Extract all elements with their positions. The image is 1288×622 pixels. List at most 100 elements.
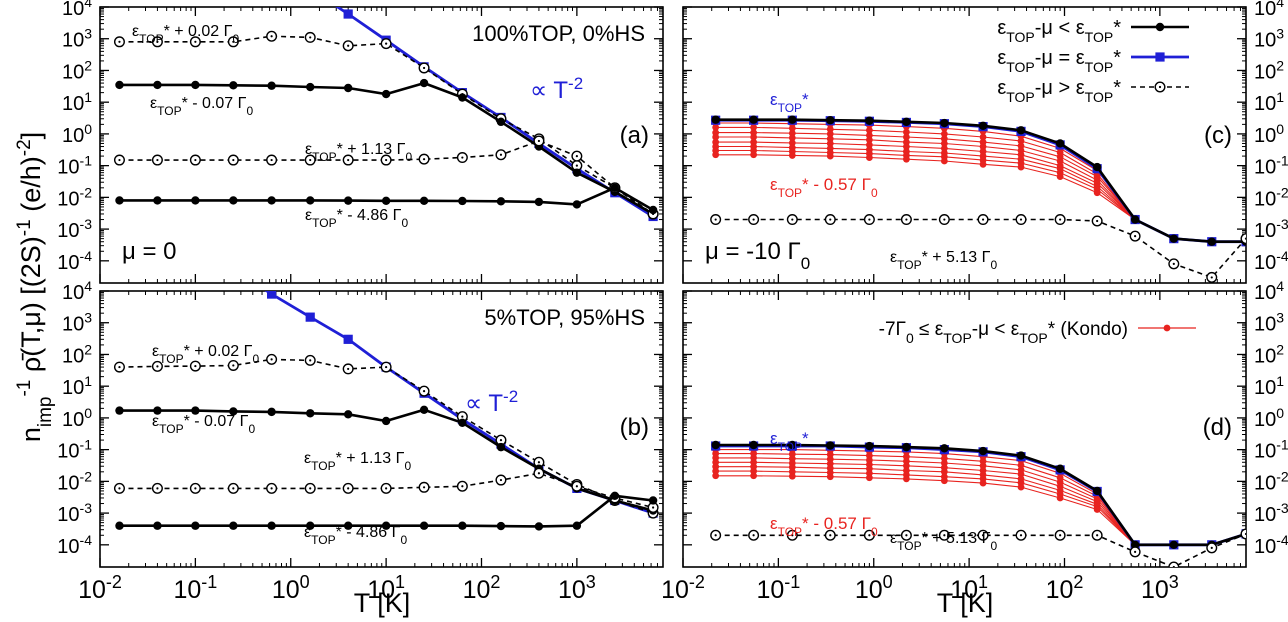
series-annotation: εTOP* + 0.02 Γ0 xyxy=(132,23,239,46)
data-point xyxy=(865,141,873,149)
data-point-center xyxy=(309,158,312,162)
data-point-center xyxy=(752,534,755,537)
data-point xyxy=(1240,233,1246,245)
tick-label: 100 xyxy=(1254,405,1284,431)
text-part: ε xyxy=(770,514,778,533)
data-point xyxy=(343,521,353,530)
text-part: ε xyxy=(997,47,1006,69)
data-point-center xyxy=(347,158,350,162)
text-part: ∝ T xyxy=(530,77,568,104)
data-point xyxy=(1168,561,1180,567)
data-point-center xyxy=(1096,534,1099,537)
data-point xyxy=(458,196,467,206)
text-part: -2 xyxy=(80,468,93,484)
data-point-center xyxy=(347,44,350,47)
text-part: -1 xyxy=(201,572,217,592)
text-part: 10 xyxy=(1254,252,1276,274)
text-part: -μ < ε xyxy=(972,319,1020,340)
text-part: 10 xyxy=(367,576,395,604)
panel-label: (d) xyxy=(1203,414,1232,441)
text-part: 10 xyxy=(1254,93,1276,115)
text-part: -2 xyxy=(1276,468,1288,484)
data-point-center xyxy=(232,487,235,490)
data-point xyxy=(1055,464,1065,473)
text-part: -1 xyxy=(1276,437,1288,453)
data-point xyxy=(534,522,544,531)
tick-label: 10-1 xyxy=(756,572,800,604)
data-point xyxy=(343,9,353,19)
text-part: ε xyxy=(132,23,139,40)
data-point xyxy=(788,134,796,142)
text-part: * + 5.13 Γ xyxy=(922,530,991,547)
data-point xyxy=(572,521,582,530)
text-part: TOP xyxy=(1085,59,1114,75)
data-point-center xyxy=(461,156,464,159)
panel-header: 5%TOP, 95%HS xyxy=(484,305,645,330)
series-annotation: εTOP* - 4.86 Γ0 xyxy=(305,207,408,230)
data-point xyxy=(115,80,124,90)
data-point-center xyxy=(1059,218,1062,221)
text-part: 0 xyxy=(1276,405,1284,421)
data-point xyxy=(902,117,911,127)
text-part: 10 xyxy=(756,576,784,604)
data-point-center xyxy=(232,40,235,43)
data-point xyxy=(648,496,658,505)
data-point xyxy=(267,81,276,90)
data-point-center xyxy=(1134,550,1137,553)
tick-label: 102 xyxy=(62,57,92,83)
power-law-label: ∝ T-2 xyxy=(530,74,583,105)
data-point xyxy=(496,197,506,206)
data-point xyxy=(940,444,949,453)
data-point-center xyxy=(156,40,159,43)
data-point xyxy=(1017,470,1025,478)
data-point-center xyxy=(422,66,426,70)
text-part: TOP xyxy=(778,440,802,454)
data-point-center xyxy=(1096,219,1099,223)
text-part: -1 xyxy=(14,380,35,397)
tick-label: 101 xyxy=(62,373,92,399)
text-part: 10 xyxy=(1254,377,1276,399)
text-part: 0 xyxy=(1276,121,1284,137)
text-part: 10 xyxy=(78,576,106,604)
text-part: 3 xyxy=(84,310,92,326)
text-part: 10 xyxy=(62,282,84,304)
tick-label: 103 xyxy=(558,572,596,604)
panel-label: (b) xyxy=(620,414,649,441)
text-part: 10 xyxy=(1254,314,1276,336)
text-part: 10 xyxy=(62,345,84,367)
text-part: 10 xyxy=(57,188,79,210)
text-part: -1 xyxy=(1276,153,1288,169)
text-part: ε xyxy=(152,413,159,430)
text-part: ε xyxy=(997,17,1006,39)
series-annotation: εTOP* + 1.13 Γ0 xyxy=(304,450,411,473)
data-point xyxy=(572,168,582,177)
data-point xyxy=(496,521,506,531)
text-part: -2 xyxy=(80,184,93,200)
legend-marker xyxy=(1155,22,1165,32)
data-point xyxy=(381,196,391,205)
tick-label: 104 xyxy=(62,0,92,20)
data-point xyxy=(419,405,429,415)
text-part: 10 xyxy=(57,504,79,526)
data-point xyxy=(115,406,124,415)
data-point xyxy=(903,475,910,483)
text-part: TOP xyxy=(157,104,181,118)
text-part: ρ̄(T,μ) [(2S) xyxy=(16,236,46,379)
data-point xyxy=(534,197,544,207)
tick-label: 100 xyxy=(62,121,92,147)
data-point xyxy=(153,80,162,90)
text-part: -μ = ε xyxy=(1035,47,1085,69)
text-part: ε xyxy=(305,141,312,158)
text-part: -3 xyxy=(80,500,93,516)
data-point xyxy=(267,521,276,530)
text-part: 10 xyxy=(855,576,883,604)
data-point-center xyxy=(791,218,794,221)
text-part: * + 1.13 Γ xyxy=(336,450,405,467)
text-part: -3 xyxy=(1276,500,1288,516)
data-point-center xyxy=(461,415,464,418)
tick-label: 103 xyxy=(62,310,92,336)
series-line xyxy=(119,35,654,215)
series-group xyxy=(710,115,1246,283)
data-point xyxy=(940,157,948,165)
